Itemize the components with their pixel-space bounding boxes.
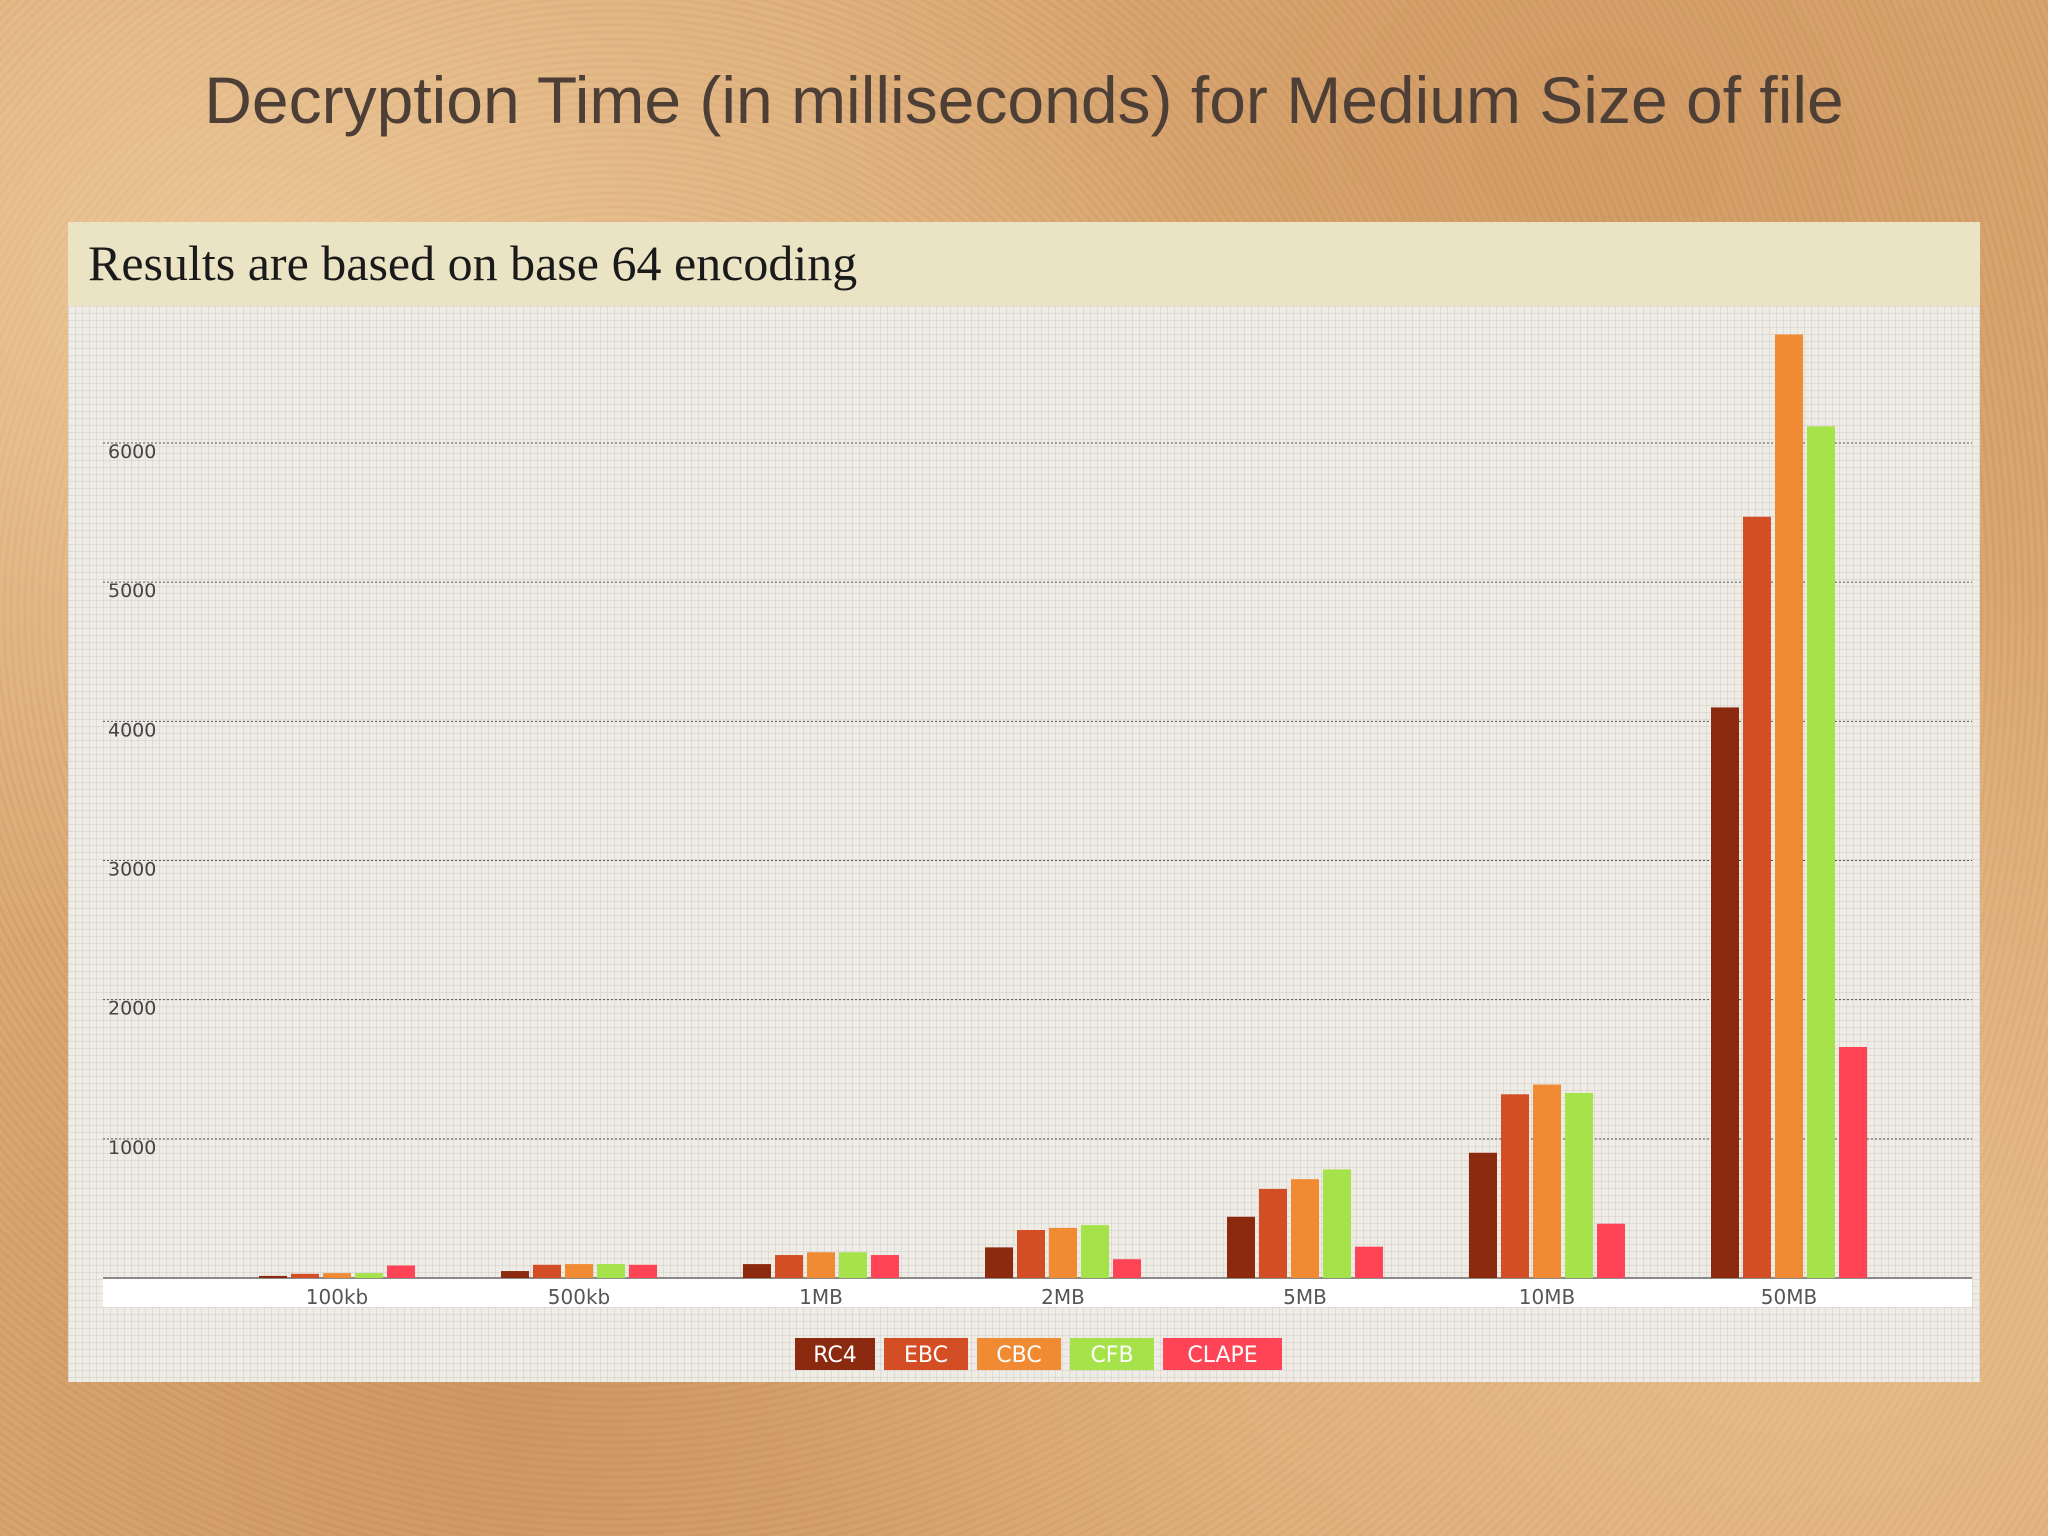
legend-label-ebc: EBC [904, 1343, 948, 1368]
bar-cfb-10mb [1565, 1092, 1593, 1278]
bar-clape-50mb [1839, 1046, 1867, 1278]
legend-label-clape: CLAPE [1187, 1343, 1257, 1368]
bar-clape-5mb [1355, 1246, 1383, 1278]
y-tick-label-2000: 2000 [108, 998, 156, 1020]
legend-swatch-clape [1163, 1338, 1282, 1370]
y-tick-label-4000: 4000 [108, 719, 156, 741]
bar-ebc-2mb [1017, 1229, 1045, 1278]
legend-label-cbc: CBC [996, 1343, 1041, 1368]
legend-swatch-ebc [884, 1338, 968, 1370]
bar-rc4-2mb [985, 1247, 1013, 1278]
bar-clape-1mb [871, 1255, 899, 1278]
x-tick-label-100kb: 100kb [306, 1285, 368, 1309]
bar-clape-10mb [1597, 1223, 1625, 1278]
bar-cbc-100kb [323, 1273, 351, 1278]
bar-rc4-1mb [743, 1264, 771, 1278]
bar-cbc-1mb [807, 1252, 835, 1278]
bar-ebc-10mb [1501, 1094, 1529, 1278]
bar-ebc-1mb [775, 1255, 803, 1278]
chart-subtitle: Results are based on base 64 encoding [88, 235, 858, 291]
x-tick-label-10mb: 10MB [1519, 1285, 1575, 1309]
x-tick-label-50mb: 50MB [1761, 1285, 1817, 1309]
bar-ebc-50mb [1743, 516, 1771, 1278]
legend-swatch-rc4 [795, 1338, 875, 1370]
legend-label-rc4: RC4 [813, 1343, 857, 1368]
y-tick-label-5000: 5000 [108, 580, 156, 602]
bar-cfb-50mb [1807, 426, 1835, 1278]
chart-panel [68, 222, 1980, 1382]
x-axis-strip [103, 1278, 1972, 1307]
x-tick-label-5mb: 5MB [1283, 1285, 1327, 1309]
bar-rc4-500kb [501, 1271, 529, 1278]
bar-cbc-50mb [1775, 334, 1803, 1278]
bar-cfb-2mb [1081, 1225, 1109, 1278]
bar-clape-500kb [629, 1264, 657, 1278]
bar-cbc-5mb [1291, 1179, 1319, 1278]
bar-ebc-500kb [533, 1264, 561, 1278]
legend-swatch-cbc [977, 1338, 1061, 1370]
bar-clape-100kb [387, 1265, 415, 1278]
y-tick-label-6000: 6000 [108, 441, 156, 463]
bar-cbc-2mb [1049, 1227, 1077, 1278]
bar-cbc-500kb [565, 1264, 593, 1278]
bar-clape-2mb [1113, 1259, 1141, 1278]
y-tick-label-1000: 1000 [108, 1137, 156, 1159]
legend-swatch-cfb [1070, 1338, 1154, 1370]
bar-ebc-100kb [291, 1273, 319, 1278]
legend-label-cfb: CFB [1090, 1343, 1133, 1368]
bar-rc4-50mb [1711, 707, 1739, 1278]
bar-ebc-5mb [1259, 1188, 1287, 1278]
chart-header-band [68, 222, 1980, 306]
x-tick-label-2mb: 2MB [1041, 1285, 1085, 1309]
x-tick-label-1mb: 1MB [799, 1285, 843, 1309]
slide-title: Decryption Time (in milliseconds) for Me… [204, 63, 1844, 137]
bar-cfb-100kb [355, 1273, 383, 1278]
bar-rc4-10mb [1469, 1152, 1497, 1278]
bar-rc4-5mb [1227, 1216, 1255, 1278]
x-tick-label-500kb: 500kb [548, 1285, 610, 1309]
bar-cfb-5mb [1323, 1169, 1351, 1278]
bar-cbc-10mb [1533, 1084, 1561, 1278]
bar-cfb-500kb [597, 1264, 625, 1278]
y-tick-label-3000: 3000 [108, 859, 156, 881]
bar-cfb-1mb [839, 1252, 867, 1278]
bar-rc4-100kb [259, 1275, 287, 1278]
